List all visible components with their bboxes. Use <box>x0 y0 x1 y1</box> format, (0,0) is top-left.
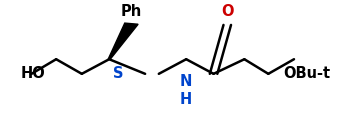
Text: OBu-t: OBu-t <box>283 66 330 81</box>
Text: O: O <box>221 4 234 19</box>
Text: S: S <box>114 66 124 81</box>
Text: H: H <box>179 92 191 107</box>
Text: N: N <box>179 74 192 89</box>
Text: Ph: Ph <box>121 4 142 19</box>
Polygon shape <box>108 23 138 59</box>
Text: HO: HO <box>20 66 45 81</box>
